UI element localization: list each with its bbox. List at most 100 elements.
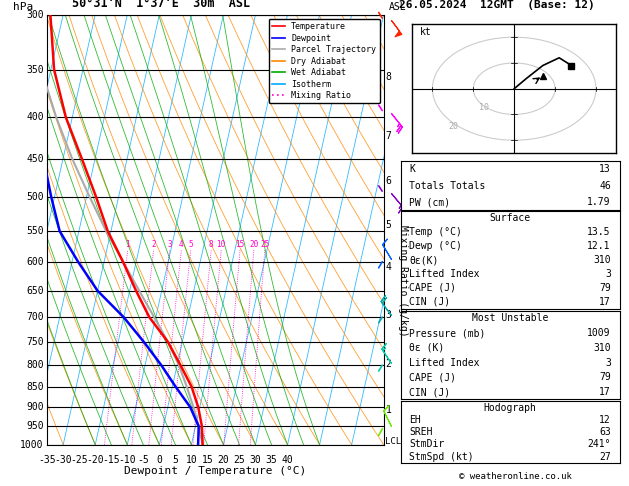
Text: Hodograph: Hodograph bbox=[484, 402, 537, 413]
Text: 650: 650 bbox=[26, 286, 44, 296]
Text: CIN (J): CIN (J) bbox=[409, 296, 450, 307]
Text: CAPE (J): CAPE (J) bbox=[409, 372, 457, 382]
Text: EH: EH bbox=[409, 415, 421, 425]
Text: 50°31'N  1°37'E  30m  ASL: 50°31'N 1°37'E 30m ASL bbox=[72, 0, 250, 10]
Text: PW (cm): PW (cm) bbox=[409, 197, 450, 207]
Text: kt: kt bbox=[420, 27, 432, 36]
Text: 79: 79 bbox=[599, 372, 611, 382]
Text: 35: 35 bbox=[265, 455, 277, 466]
Text: -5: -5 bbox=[138, 455, 149, 466]
Text: 2: 2 bbox=[152, 240, 156, 249]
Text: 800: 800 bbox=[26, 360, 44, 370]
Text: 310: 310 bbox=[593, 343, 611, 353]
Text: 300: 300 bbox=[26, 10, 44, 19]
Text: 700: 700 bbox=[26, 312, 44, 322]
Text: Mixing Ratio (g/kg): Mixing Ratio (g/kg) bbox=[398, 226, 408, 337]
Text: LCL: LCL bbox=[386, 437, 401, 446]
Text: 241°: 241° bbox=[587, 439, 611, 449]
Text: 25: 25 bbox=[233, 455, 245, 466]
Text: 7: 7 bbox=[386, 131, 391, 140]
Text: km
ASL: km ASL bbox=[389, 0, 406, 12]
Text: 950: 950 bbox=[26, 421, 44, 432]
Text: 4: 4 bbox=[179, 240, 184, 249]
Text: CAPE (J): CAPE (J) bbox=[409, 283, 457, 293]
Text: © weatheronline.co.uk: © weatheronline.co.uk bbox=[459, 472, 572, 481]
Text: 12: 12 bbox=[599, 415, 611, 425]
Text: 1: 1 bbox=[125, 240, 130, 249]
Text: 500: 500 bbox=[26, 192, 44, 202]
Text: 6: 6 bbox=[386, 176, 391, 186]
Text: θε(K): θε(K) bbox=[409, 255, 439, 265]
Text: 46: 46 bbox=[599, 181, 611, 191]
Text: 310: 310 bbox=[593, 255, 611, 265]
Text: Lifted Index: Lifted Index bbox=[409, 269, 480, 279]
Text: 1.79: 1.79 bbox=[587, 197, 611, 207]
Text: hPa: hPa bbox=[13, 2, 33, 12]
Text: 3: 3 bbox=[386, 310, 391, 320]
Text: 26.05.2024  12GMT  (Base: 12): 26.05.2024 12GMT (Base: 12) bbox=[399, 0, 595, 10]
Text: SREH: SREH bbox=[409, 427, 433, 437]
Text: 13.5: 13.5 bbox=[587, 227, 611, 237]
Text: 10: 10 bbox=[216, 240, 226, 249]
Text: 350: 350 bbox=[26, 65, 44, 75]
Text: -15: -15 bbox=[103, 455, 120, 466]
Text: 20: 20 bbox=[249, 240, 259, 249]
Text: 5: 5 bbox=[189, 240, 193, 249]
Text: θε (K): θε (K) bbox=[409, 343, 445, 353]
Text: 20: 20 bbox=[448, 122, 459, 131]
Text: 15: 15 bbox=[201, 455, 213, 466]
Text: 79: 79 bbox=[599, 283, 611, 293]
Text: K: K bbox=[409, 164, 415, 174]
Text: 1009: 1009 bbox=[587, 328, 611, 338]
Text: 12.1: 12.1 bbox=[587, 241, 611, 251]
Text: 25: 25 bbox=[260, 240, 269, 249]
Text: 3: 3 bbox=[605, 358, 611, 367]
Text: 2: 2 bbox=[386, 359, 391, 369]
Text: 750: 750 bbox=[26, 337, 44, 347]
Text: 0: 0 bbox=[157, 455, 162, 466]
Text: 17: 17 bbox=[599, 296, 611, 307]
Text: 13: 13 bbox=[599, 164, 611, 174]
Text: 30: 30 bbox=[250, 455, 262, 466]
Text: 5: 5 bbox=[386, 220, 391, 229]
Text: 15: 15 bbox=[235, 240, 245, 249]
Text: 4: 4 bbox=[386, 262, 391, 272]
Text: 900: 900 bbox=[26, 402, 44, 412]
Text: -30: -30 bbox=[54, 455, 72, 466]
Text: Dewp (°C): Dewp (°C) bbox=[409, 241, 462, 251]
Text: 3: 3 bbox=[167, 240, 172, 249]
Text: CIN (J): CIN (J) bbox=[409, 387, 450, 397]
Text: Pressure (mb): Pressure (mb) bbox=[409, 328, 486, 338]
Text: Temp (°C): Temp (°C) bbox=[409, 227, 462, 237]
Text: 3: 3 bbox=[605, 269, 611, 279]
Text: 400: 400 bbox=[26, 112, 44, 122]
Text: 450: 450 bbox=[26, 155, 44, 164]
Text: Most Unstable: Most Unstable bbox=[472, 313, 548, 323]
Text: 40: 40 bbox=[282, 455, 293, 466]
Text: 20: 20 bbox=[218, 455, 230, 466]
Text: -20: -20 bbox=[86, 455, 104, 466]
Text: Surface: Surface bbox=[489, 213, 531, 224]
Text: StmSpd (kt): StmSpd (kt) bbox=[409, 451, 474, 462]
Text: 8: 8 bbox=[209, 240, 213, 249]
Text: 1000: 1000 bbox=[20, 440, 44, 450]
Text: 27: 27 bbox=[599, 451, 611, 462]
Text: Lifted Index: Lifted Index bbox=[409, 358, 480, 367]
Text: 63: 63 bbox=[599, 427, 611, 437]
Text: 17: 17 bbox=[599, 387, 611, 397]
Text: 5: 5 bbox=[172, 455, 178, 466]
Text: 8: 8 bbox=[386, 72, 391, 82]
Text: 600: 600 bbox=[26, 257, 44, 267]
Text: Dewpoint / Temperature (°C): Dewpoint / Temperature (°C) bbox=[125, 467, 306, 476]
Text: 1: 1 bbox=[386, 405, 391, 415]
Text: -10: -10 bbox=[118, 455, 136, 466]
Text: -25: -25 bbox=[70, 455, 88, 466]
Text: -35: -35 bbox=[38, 455, 56, 466]
Text: 850: 850 bbox=[26, 382, 44, 392]
Legend: Temperature, Dewpoint, Parcel Trajectory, Dry Adiabat, Wet Adiabat, Isotherm, Mi: Temperature, Dewpoint, Parcel Trajectory… bbox=[269, 19, 379, 104]
Text: 550: 550 bbox=[26, 226, 44, 236]
Text: 10: 10 bbox=[186, 455, 198, 466]
Text: 10: 10 bbox=[479, 104, 489, 112]
Text: Totals Totals: Totals Totals bbox=[409, 181, 486, 191]
Text: StmDir: StmDir bbox=[409, 439, 445, 449]
